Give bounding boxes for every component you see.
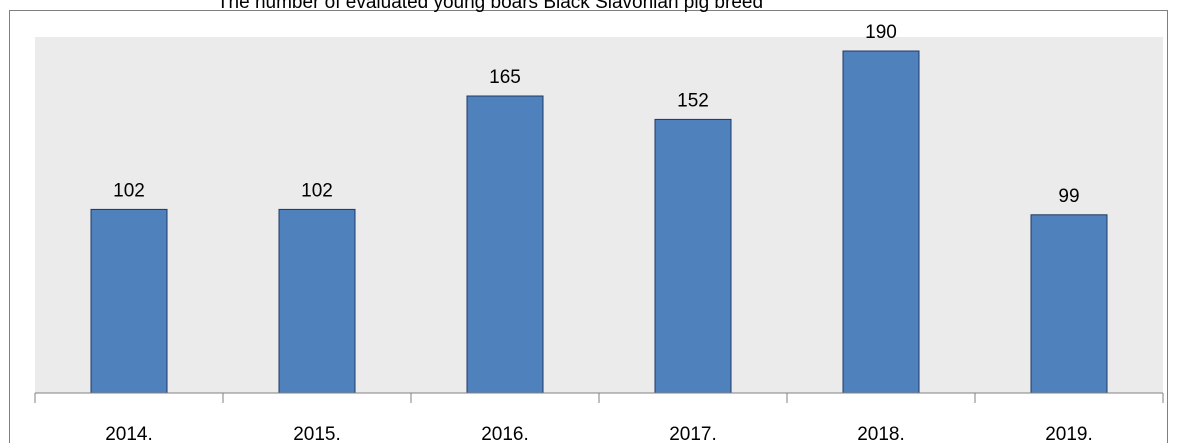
bars-layer [90, 50, 1108, 394]
value-label: 165 [489, 67, 521, 88]
x-ticks-layer [34, 393, 1164, 403]
x-tick-label: 2014. [105, 424, 153, 443]
bar-2017 [654, 118, 732, 394]
chart-title: The number of evaluated young boars Blac… [217, 0, 763, 13]
value-label: 152 [677, 90, 709, 111]
x-tick-label: 2017. [669, 424, 717, 443]
value-label: 99 [1058, 186, 1079, 207]
value-label: 102 [301, 180, 333, 201]
x-tick-label: 2018. [857, 424, 905, 443]
x-tick-label: 2019. [1045, 424, 1093, 443]
x-tick-labels-layer: 2014. 2015. 2016. 2017. 2018. 2019. [105, 424, 1093, 445]
plot-area [35, 37, 1163, 393]
bar-2018 [842, 50, 920, 394]
value-label: 190 [865, 22, 897, 43]
bar-2015 [278, 208, 356, 394]
value-labels-layer: 102 102 165 152 190 99 [113, 22, 1079, 207]
bar-2014 [90, 208, 168, 394]
x-tick-label: 2015. [293, 424, 341, 443]
bar-2019 [1030, 214, 1108, 394]
x-tick-label: 2016. [481, 424, 529, 443]
value-label: 102 [113, 180, 145, 201]
bar-2016 [466, 95, 544, 394]
